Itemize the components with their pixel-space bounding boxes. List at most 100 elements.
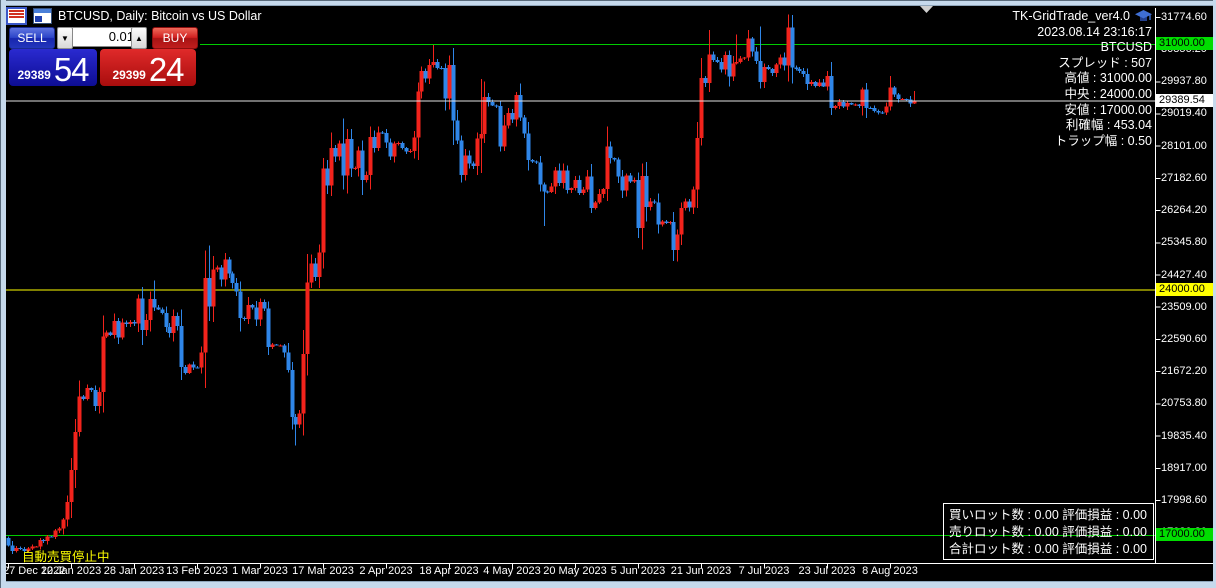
- candle-body: [258, 302, 263, 320]
- price-level-badge: 29389.54: [1156, 93, 1216, 107]
- chart-menu-icon[interactable]: [6, 7, 27, 25]
- candle: [148, 291, 153, 332]
- bid-price-button[interactable]: 29389 54: [9, 49, 97, 86]
- chart-shift-triangle-icon[interactable]: [920, 6, 933, 13]
- candle-body: [864, 89, 869, 108]
- candle: [435, 59, 440, 70]
- candle: [687, 199, 692, 212]
- candle-body: [435, 62, 440, 68]
- date-tick-label: 7 Jul 2023: [738, 565, 790, 577]
- candle: [120, 318, 125, 340]
- candle: [605, 126, 610, 202]
- candle-body: [711, 54, 716, 60]
- bid-main: 29389: [17, 68, 51, 82]
- candle: [904, 98, 909, 101]
- volume-input[interactable]: 0.01: [72, 27, 138, 47]
- candle-body: [250, 305, 255, 308]
- chart-window-icon[interactable]: [33, 8, 52, 24]
- candle: [542, 182, 547, 227]
- candle: [514, 92, 519, 127]
- sell-button[interactable]: SELL: [9, 27, 55, 49]
- candle: [577, 175, 582, 196]
- candles-layer: [6, 14, 917, 555]
- candle-body: [853, 104, 858, 106]
- date-tick-label: 21 Jun 2023: [670, 565, 732, 577]
- candle-body: [904, 98, 909, 100]
- candle-body: [41, 540, 46, 542]
- candle-body: [65, 502, 70, 520]
- candle: [790, 14, 795, 84]
- candle: [754, 47, 759, 64]
- candle-body: [455, 120, 460, 141]
- price-tick-label: 29019.40: [1161, 107, 1207, 120]
- candle: [160, 307, 165, 315]
- candle: [620, 170, 625, 198]
- buy-button[interactable]: BUY: [152, 27, 198, 49]
- candle: [447, 55, 452, 110]
- candle: [416, 82, 421, 161]
- candle-body: [624, 175, 629, 191]
- candle: [207, 245, 212, 321]
- candle-body: [77, 396, 82, 433]
- candle: [774, 62, 779, 77]
- candle: [872, 105, 877, 113]
- candle-body: [679, 207, 684, 235]
- price-tick-label: 21672.20: [1161, 365, 1207, 378]
- candle: [360, 140, 365, 196]
- candle: [93, 385, 98, 411]
- candle: [427, 58, 432, 84]
- candle: [597, 188, 602, 204]
- candle: [530, 159, 535, 163]
- candle-body: [223, 259, 228, 280]
- window-border-top: [0, 0, 1216, 6]
- candle-body: [510, 113, 515, 120]
- candle: [758, 26, 763, 89]
- candle: [258, 298, 263, 326]
- candle-body: [242, 317, 247, 319]
- candle-body: [412, 137, 417, 151]
- candle: [372, 130, 377, 153]
- candle-body: [664, 221, 669, 223]
- auto-trade-status: 自動売買停止中: [22, 550, 110, 564]
- lots-row: 合計ロット数 : 0.00 評価損益 : 0.00: [949, 542, 1147, 556]
- candle: [585, 170, 590, 192]
- candle: [10, 540, 15, 555]
- volume-decrease-button[interactable]: ▼: [57, 27, 73, 49]
- ask-price-button[interactable]: 29399 24: [100, 49, 196, 86]
- candle-body: [148, 299, 153, 321]
- candle-body: [14, 547, 19, 551]
- graduation-cap-icon[interactable]: [1135, 10, 1152, 23]
- volume-increase-button[interactable]: ▲: [131, 27, 147, 49]
- candle-body: [301, 354, 306, 414]
- window-title: BTCUSD, Daily: Bitcoin vs US Dollar: [58, 9, 262, 23]
- candle: [707, 30, 712, 92]
- candle: [128, 319, 133, 327]
- candle: [715, 57, 720, 63]
- candle: [396, 141, 401, 146]
- candle-body: [81, 396, 86, 399]
- candle-body: [589, 176, 594, 208]
- candle-body: [254, 307, 259, 320]
- candle: [321, 158, 326, 269]
- candle-body: [160, 309, 165, 313]
- candle: [349, 129, 354, 177]
- candle: [817, 78, 822, 88]
- candle: [345, 129, 350, 194]
- candle-body: [829, 76, 834, 109]
- candle-body: [502, 125, 507, 147]
- candle-body: [534, 161, 539, 163]
- candle-body: [660, 221, 665, 225]
- candle: [853, 103, 858, 106]
- candle-body: [427, 65, 432, 79]
- candle-body: [164, 312, 169, 327]
- ea-stat-row: トラップ幅 : 0.50: [1054, 133, 1152, 148]
- candle-body: [10, 545, 15, 551]
- candle-body: [774, 64, 779, 74]
- candle: [439, 66, 444, 70]
- candle: [821, 79, 826, 88]
- candle-body: [144, 320, 149, 331]
- candle: [569, 187, 574, 194]
- candle: [278, 344, 283, 347]
- candle: [900, 98, 905, 100]
